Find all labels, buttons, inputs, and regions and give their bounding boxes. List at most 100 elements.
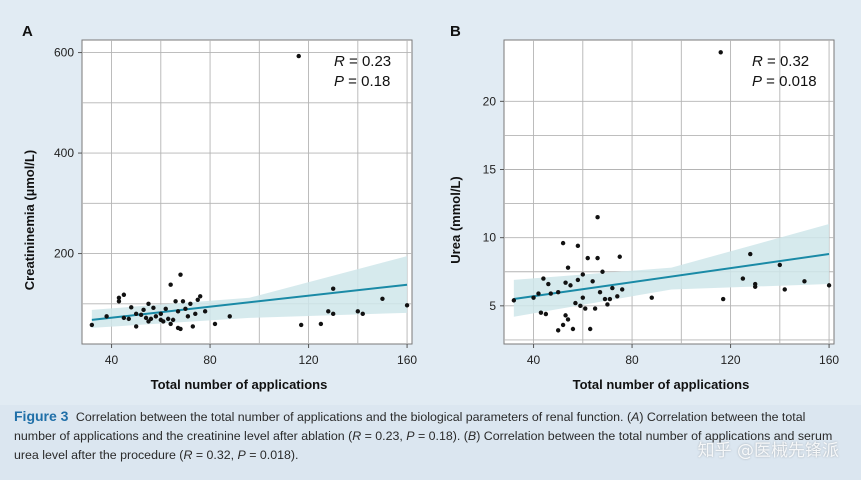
panel-a-data-point bbox=[168, 321, 173, 327]
panel-b-data-point bbox=[595, 255, 600, 261]
panel-b-data-point bbox=[555, 289, 561, 295]
panel-a-data-point bbox=[318, 321, 324, 327]
panel-b-data-point bbox=[538, 310, 544, 315]
figure-caption: Figure 3 Correlation between the total n… bbox=[14, 408, 833, 462]
panel-a-r-annotation: R = 0.23 bbox=[334, 53, 391, 70]
panel-b-data-point bbox=[555, 328, 561, 333]
panel-b-data-point bbox=[575, 243, 581, 249]
panel-a-x-axis-title: Total number of applications bbox=[151, 377, 328, 392]
panel-b-data-point bbox=[748, 251, 753, 257]
panel-b-data-point bbox=[782, 287, 787, 292]
panel-b-data-point bbox=[511, 298, 517, 303]
panel-a-data-point bbox=[212, 321, 218, 327]
panel-a-data-point bbox=[380, 296, 385, 301]
panel-b-data-point bbox=[649, 295, 654, 300]
panel-b-data-point bbox=[826, 283, 832, 288]
panel-a-data-point bbox=[183, 306, 188, 312]
panel-a-data-point bbox=[138, 312, 144, 318]
panel-a-data-point bbox=[178, 272, 183, 277]
panel-b-x-tick-label: 120 bbox=[721, 353, 741, 367]
panel-b-data-point bbox=[546, 281, 551, 287]
panel-a-data-point bbox=[202, 309, 208, 314]
panel-a-chart: A 40 80 120 160 200 400 600 Total number of appl… bbox=[22, 23, 417, 392]
panel-b-data-point bbox=[600, 269, 605, 274]
panel-a-data-point bbox=[143, 315, 149, 321]
panel-b-data-point bbox=[602, 296, 608, 302]
panel-b-data-point bbox=[573, 300, 578, 306]
panel-b-data-point bbox=[563, 280, 568, 285]
panel-a-x-tick-label: 80 bbox=[203, 353, 217, 367]
panel-b-data-point bbox=[605, 302, 610, 307]
panel-b-r-annotation: R = 0.32 bbox=[752, 53, 809, 70]
panel-a-data-point bbox=[193, 311, 198, 317]
panel-a-data-point bbox=[133, 311, 139, 317]
panel-b-y-tick-label: 20 bbox=[483, 94, 497, 108]
panel-a-x-tick-label: 160 bbox=[397, 353, 417, 367]
panel-a-data-point bbox=[188, 301, 193, 307]
panel-b-data-point bbox=[615, 294, 620, 299]
panel-b-y-tick-label: 15 bbox=[483, 163, 497, 177]
panel-a-data-point bbox=[151, 305, 156, 311]
panel-b-chart: B 40 80 120 160 5 10 15 20 Total number of applic… bbox=[448, 23, 839, 392]
panel-a-data-point bbox=[330, 311, 336, 317]
panel-a-data-point bbox=[116, 299, 122, 304]
panel-a-data-point bbox=[198, 294, 203, 299]
panel-b-data-point bbox=[531, 295, 536, 300]
panel-a-data-point bbox=[104, 314, 109, 319]
panel-b-x-tick-label: 160 bbox=[819, 353, 839, 367]
panel-b-data-point bbox=[575, 277, 581, 283]
panel-a-data-point bbox=[175, 309, 181, 314]
panel-a-p-annotation: P = 0.18 bbox=[334, 73, 390, 90]
panel-b-data-point bbox=[580, 295, 586, 300]
panel-b-data-point bbox=[720, 296, 726, 302]
panel-a-data-point bbox=[89, 322, 95, 328]
panel-b-confidence-band bbox=[513, 224, 830, 317]
panel-b-data-point bbox=[541, 276, 546, 281]
panel-a-data-point bbox=[195, 297, 200, 302]
panel-b-data-point bbox=[560, 322, 566, 328]
panel-a-data-point bbox=[326, 309, 331, 314]
figure-label: Figure 3 bbox=[14, 408, 69, 424]
panel-a-data-point bbox=[180, 299, 186, 304]
panel-a-data-point bbox=[190, 324, 196, 329]
panel-b-data-point bbox=[563, 313, 568, 318]
panel-b-data-point bbox=[580, 272, 586, 277]
panel-b-data-point bbox=[592, 306, 598, 311]
panel-b-data-point bbox=[802, 279, 807, 284]
panel-a-x-tick-label: 40 bbox=[105, 353, 119, 367]
panel-b-label: B bbox=[450, 23, 461, 40]
panel-a-data-point bbox=[121, 315, 127, 321]
figure-svg: A 40 80 120 160 200 400 600 Total number of appl… bbox=[22, 23, 839, 392]
panel-b-data-point bbox=[565, 317, 571, 322]
panel-a-data-point bbox=[296, 53, 301, 59]
panel-b-data-point bbox=[570, 326, 576, 332]
panel-b-data-point bbox=[607, 296, 613, 302]
panel-a-data-point bbox=[173, 299, 178, 304]
panel-a-trend-line bbox=[91, 283, 408, 321]
panel-a-data-point bbox=[185, 314, 191, 319]
panel-a-data-point bbox=[163, 306, 168, 312]
panel-a-data-point bbox=[133, 324, 139, 329]
panel-a-data-point bbox=[121, 292, 127, 297]
panel-b-data-point bbox=[740, 276, 746, 281]
panel-a-data-point bbox=[168, 282, 173, 287]
panel-b-y-axis-title: Urea (mmol/L) bbox=[448, 176, 463, 263]
panel-b-y-tick-label: 10 bbox=[483, 231, 497, 245]
panel-a-data-point bbox=[298, 322, 304, 328]
panel-b-data-point bbox=[777, 262, 783, 268]
panel-a-data-point bbox=[227, 314, 232, 319]
panel-a-data-point bbox=[165, 316, 171, 322]
panel-b-data-point bbox=[610, 285, 615, 291]
panel-a-data-point bbox=[161, 319, 166, 324]
panel-a-data-point bbox=[330, 286, 336, 291]
panel-a-data-point bbox=[141, 307, 146, 313]
panel-b-x-tick-label: 80 bbox=[625, 353, 639, 367]
panel-b-data-point bbox=[587, 326, 593, 332]
panel-b-data-point bbox=[583, 306, 588, 311]
panel-b-data-point bbox=[597, 289, 603, 295]
panel-b-x-tick-label: 40 bbox=[527, 353, 541, 367]
panel-a-label: A bbox=[22, 23, 33, 40]
panel-a-data-point bbox=[158, 311, 164, 317]
panel-b-data-point bbox=[568, 283, 573, 288]
panel-a-y-axis-title: Creatininemia (µmol/L) bbox=[22, 150, 37, 290]
